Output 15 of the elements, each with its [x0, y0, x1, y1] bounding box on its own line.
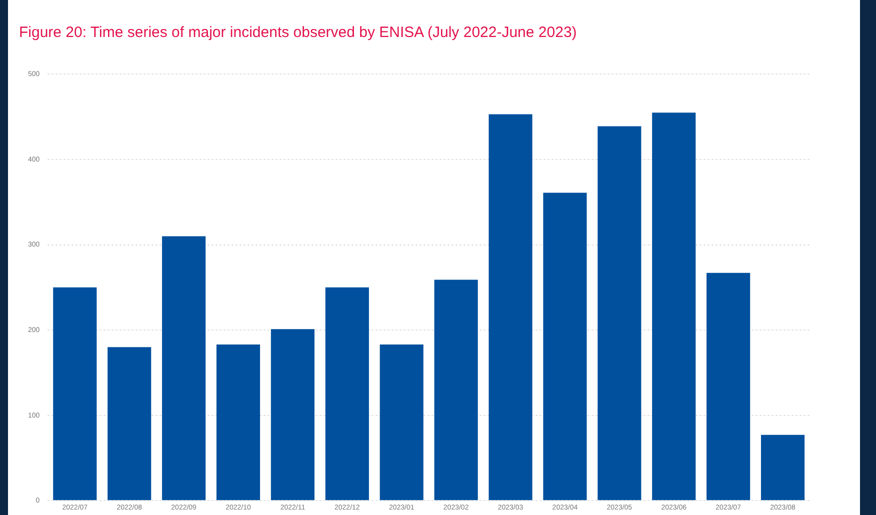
bar [434, 280, 478, 500]
bar [108, 347, 152, 500]
bar [270, 329, 314, 500]
bar [543, 192, 587, 500]
bar [760, 434, 805, 500]
bar [380, 344, 424, 500]
bar [53, 287, 97, 500]
bar [598, 126, 642, 500]
bar [216, 344, 260, 500]
bar [325, 287, 369, 500]
bar [488, 114, 532, 500]
bar [706, 272, 750, 500]
bar [162, 236, 206, 500]
chart-title: Figure 20: Time series of major incidents observed by ENISA (July 2022-June 2023) [19, 24, 577, 41]
bar [652, 112, 696, 500]
